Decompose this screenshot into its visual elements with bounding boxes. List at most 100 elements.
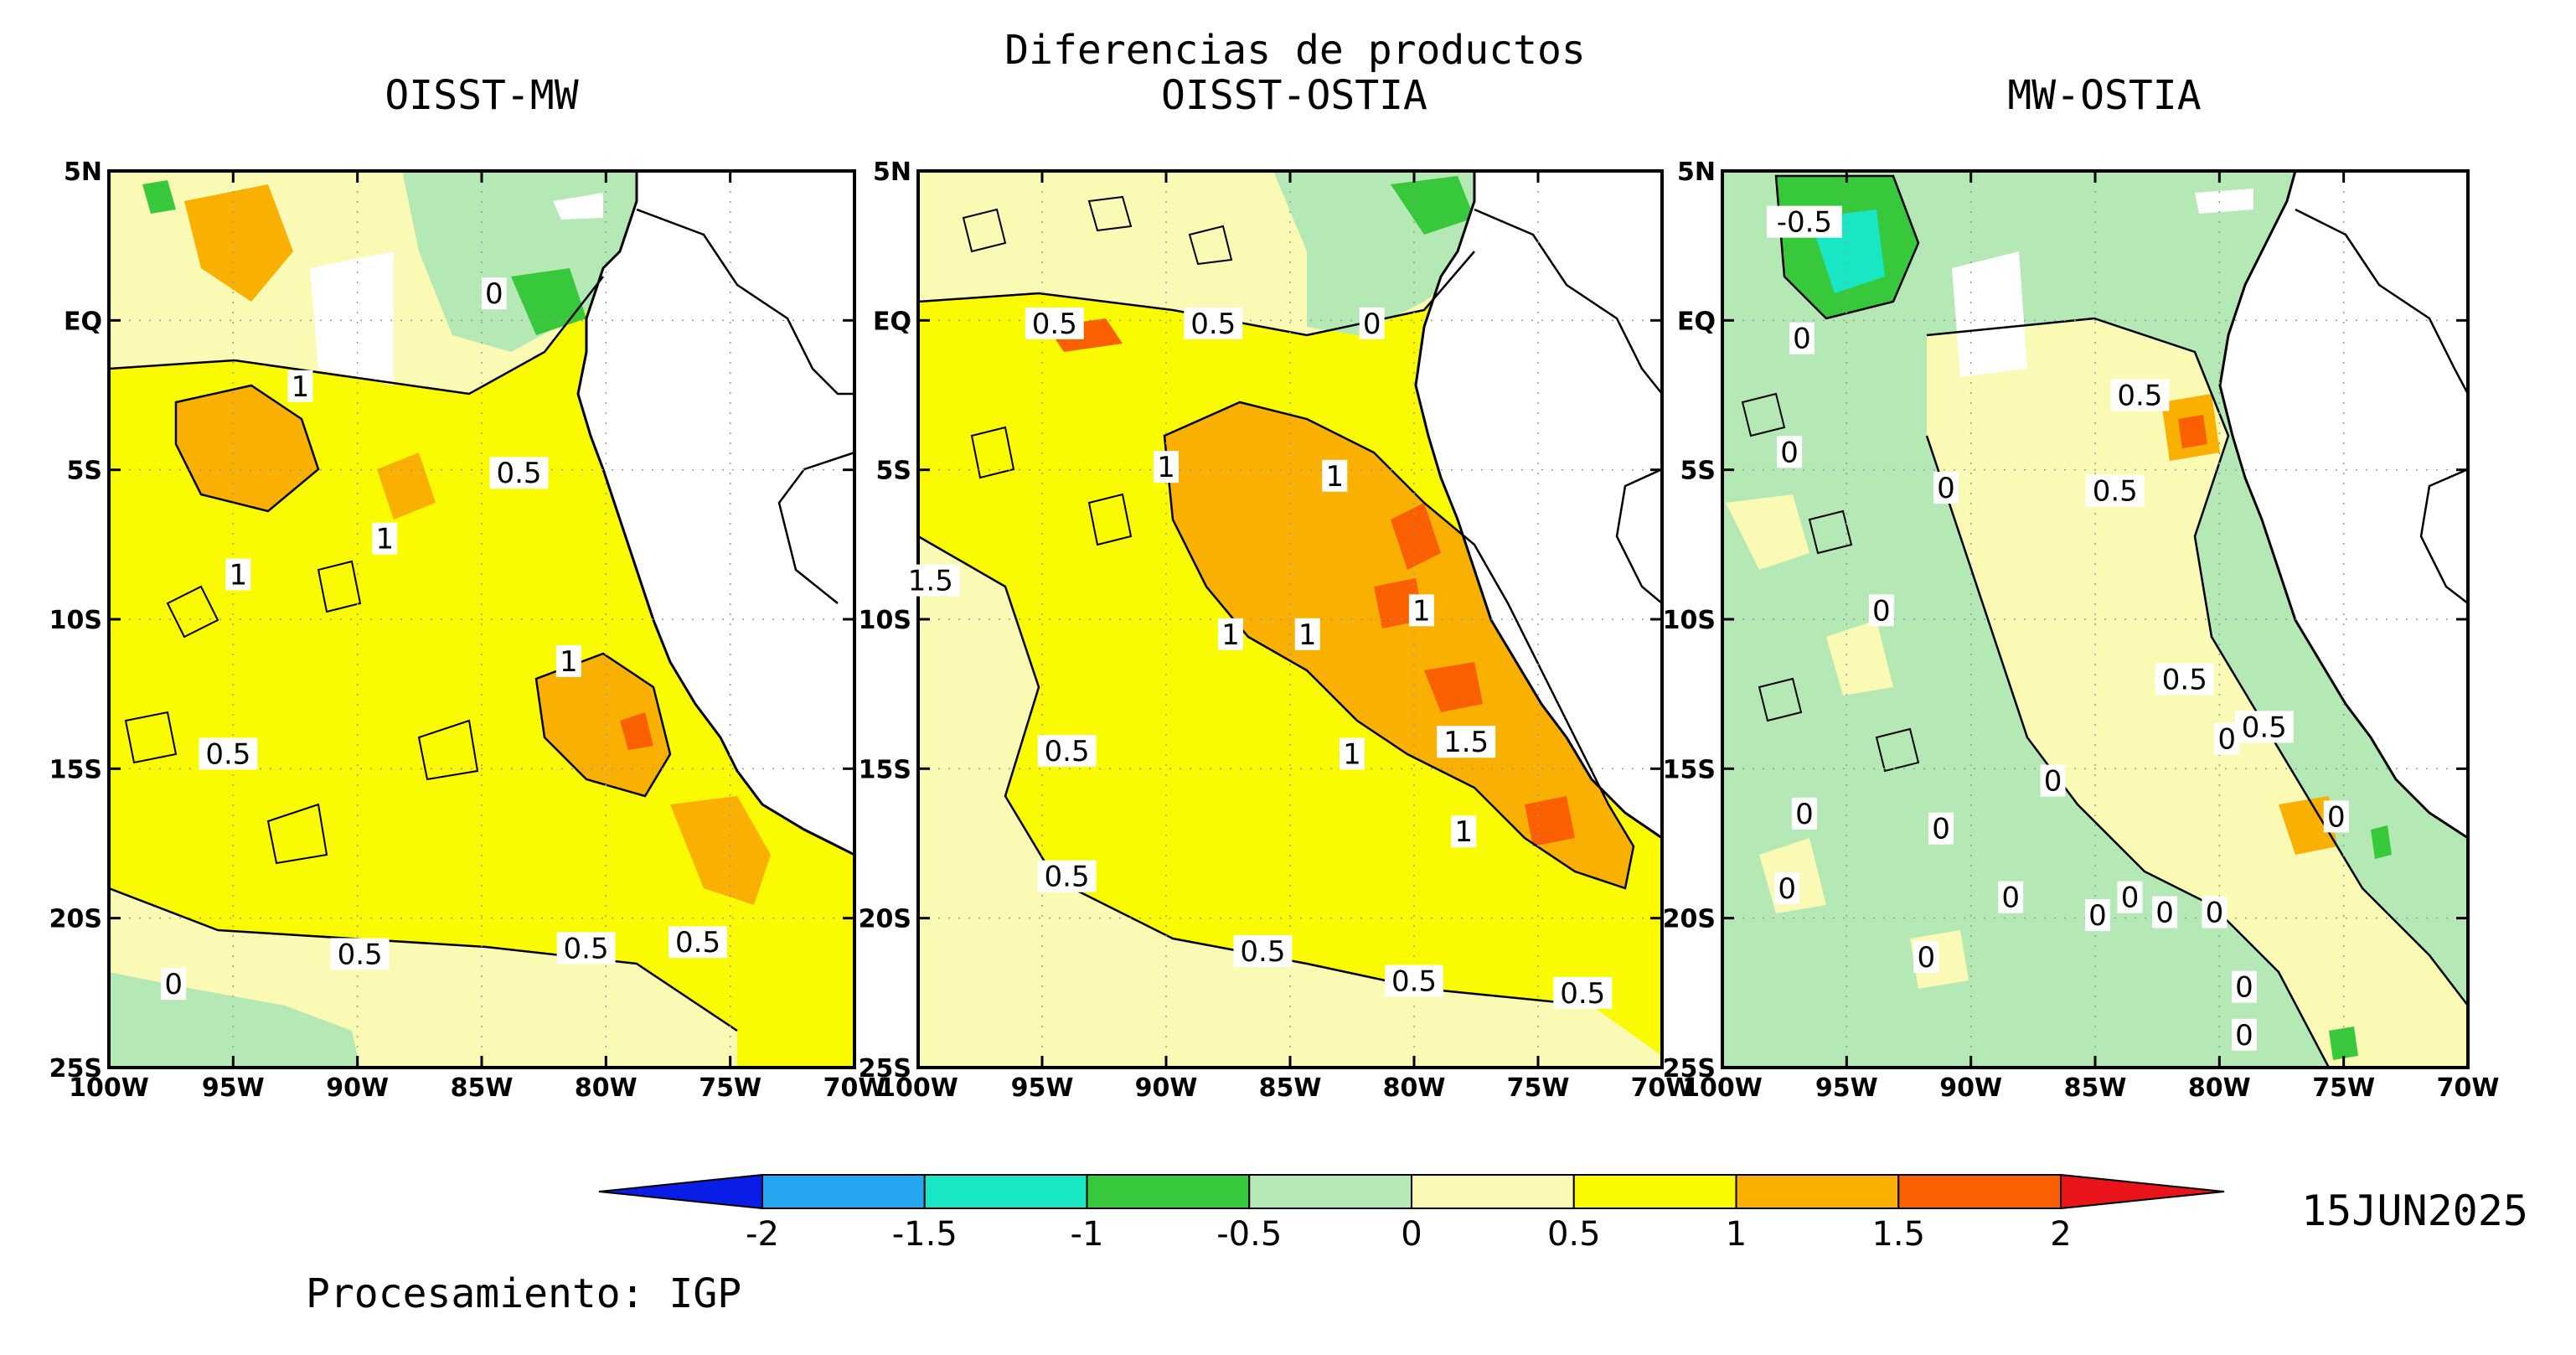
contour-label: 1 — [372, 522, 398, 556]
contour-label: 1 — [1451, 815, 1477, 849]
contour-label: 1 — [287, 370, 313, 404]
contour-label: 1 — [555, 644, 581, 679]
lat-tick-labels: 5NEQ5S10S15S20S25S5NEQ5S10S15S20S25S5NEQ… — [49, 158, 1716, 1083]
contour-label: 0 — [1791, 797, 1817, 831]
contour-label: 0 — [2214, 722, 2240, 757]
contour-label: 1 — [1322, 459, 1348, 494]
svg-text:0: 0 — [164, 968, 183, 1001]
contour-label: 1 — [1154, 451, 1179, 484]
contour-label: -0.5 — [1766, 205, 1842, 240]
svg-text:0: 0 — [2088, 899, 2107, 933]
svg-text:0: 0 — [2217, 723, 2236, 757]
svg-text:1: 1 — [1325, 460, 1344, 494]
lat-tick-label: 10S — [859, 606, 911, 635]
colorbar-segment — [1572, 1174, 1737, 1209]
svg-text:0.5: 0.5 — [205, 738, 250, 772]
lat-tick-label: 5N — [1677, 158, 1716, 187]
colorbar-tick-label: -0.5 — [1216, 1215, 1282, 1254]
lon-tick-label: 75W — [699, 1073, 761, 1103]
lon-tick-label: 95W — [1011, 1073, 1074, 1103]
svg-text:0: 0 — [1363, 308, 1381, 341]
svg-text:0.5: 0.5 — [496, 457, 541, 490]
colorbar-segment — [1248, 1174, 1412, 1209]
colorbar-tick-label: 1.5 — [1871, 1215, 1925, 1254]
lon-tick-label: 90W — [1135, 1073, 1198, 1103]
contour-label: 1 — [225, 558, 251, 592]
lon-tick-label: 85W — [451, 1073, 514, 1103]
contour-label: 0 — [2202, 896, 2228, 930]
panel-title-mw-ostia: MW-OSTIA — [2007, 72, 2201, 119]
svg-text:0: 0 — [485, 277, 503, 311]
contour-label: 0 — [2040, 764, 2066, 799]
lat-tick-label: 15S — [859, 755, 911, 784]
contour-label: 1 — [1217, 618, 1243, 652]
colorbar-tick-label: -2 — [746, 1215, 779, 1254]
lon-tick-label: 85W — [2064, 1073, 2127, 1103]
svg-text:0: 0 — [2121, 882, 2140, 915]
colorbar-tick-label: 2 — [2050, 1215, 2071, 1254]
tick-marks — [107, 169, 2470, 1069]
lat-tick-label: 20S — [859, 905, 911, 934]
svg-text:0: 0 — [1872, 594, 1891, 628]
contour-label: 0.5 — [2085, 474, 2145, 509]
lat-tick-label: 25S — [49, 1054, 102, 1083]
svg-text:0: 0 — [2235, 971, 2253, 1005]
lat-tick-label: 5N — [64, 158, 102, 187]
colorbar-segment — [1086, 1174, 1251, 1209]
colorbar-tick-label: 1 — [1726, 1215, 1747, 1254]
contour-label: 0.5 — [1385, 965, 1443, 999]
svg-text:0.5: 0.5 — [1240, 935, 1285, 969]
contour-label: 0.5 — [1025, 307, 1084, 341]
lat-tick-label: 5S — [1680, 457, 1716, 486]
credit-label: Procesamiento: IGP — [306, 1270, 741, 1317]
svg-text:0: 0 — [1780, 436, 1799, 469]
svg-text:0: 0 — [2001, 882, 2020, 915]
lat-tick-label: EQ — [873, 307, 911, 336]
contour-label: 0.5 — [1553, 976, 1613, 1011]
lat-tick-label: 15S — [49, 755, 102, 784]
svg-text:1: 1 — [1454, 815, 1473, 849]
svg-text:0: 0 — [1932, 813, 1950, 846]
gridlines — [109, 171, 2468, 1068]
lat-tick-label: 5S — [67, 457, 102, 486]
svg-text:1: 1 — [375, 523, 394, 556]
svg-text:0.5: 0.5 — [2093, 475, 2138, 509]
date-label: 15JUN2025 — [2301, 1187, 2528, 1235]
svg-text:0.5: 0.5 — [1045, 861, 1090, 894]
svg-text:0.5: 0.5 — [1032, 308, 1077, 341]
svg-text:1: 1 — [1298, 618, 1317, 652]
lat-tick-label: 10S — [1663, 606, 1716, 635]
colorbar-below-triangle — [598, 1173, 763, 1210]
colorbar-segment — [761, 1174, 926, 1209]
lat-tick-label: EQ — [64, 307, 102, 336]
svg-text:0.5: 0.5 — [1391, 965, 1437, 999]
colorbar-segment — [923, 1174, 1088, 1209]
contour-label: 0.5 — [1037, 860, 1097, 894]
lat-tick-label: 20S — [49, 905, 102, 934]
contour-label: 1 — [1408, 594, 1434, 628]
svg-text:1.5: 1.5 — [908, 565, 953, 598]
svg-text:0.5: 0.5 — [675, 926, 720, 959]
svg-text:0: 0 — [1795, 798, 1814, 831]
contour-label: 0 — [2323, 800, 2349, 834]
svg-text:1: 1 — [1221, 618, 1240, 652]
lon-tick-label: 75W — [2312, 1073, 2375, 1103]
lon-tick-label: 80W — [575, 1073, 638, 1103]
lat-tick-label: 15S — [1663, 755, 1716, 784]
svg-text:0: 0 — [1937, 472, 1955, 505]
contour-label: 0.5 — [489, 457, 549, 490]
svg-text:0: 0 — [2044, 765, 2062, 799]
svg-text:0.5: 0.5 — [564, 932, 609, 965]
contour-label: 0.5 — [556, 932, 616, 965]
contour-label: 0 — [161, 968, 187, 1001]
svg-text:0: 0 — [1778, 872, 1796, 906]
lon-tick-label: 90W — [326, 1073, 389, 1103]
contour-label: 0 — [2232, 1018, 2257, 1052]
lon-tick-label: 75W — [1507, 1073, 1570, 1103]
lat-tick-label: 10S — [49, 606, 102, 635]
contour-label: 0 — [1359, 307, 1385, 341]
contour-label: 0.5 — [669, 926, 728, 959]
contour-label: 0.5 — [330, 938, 390, 971]
